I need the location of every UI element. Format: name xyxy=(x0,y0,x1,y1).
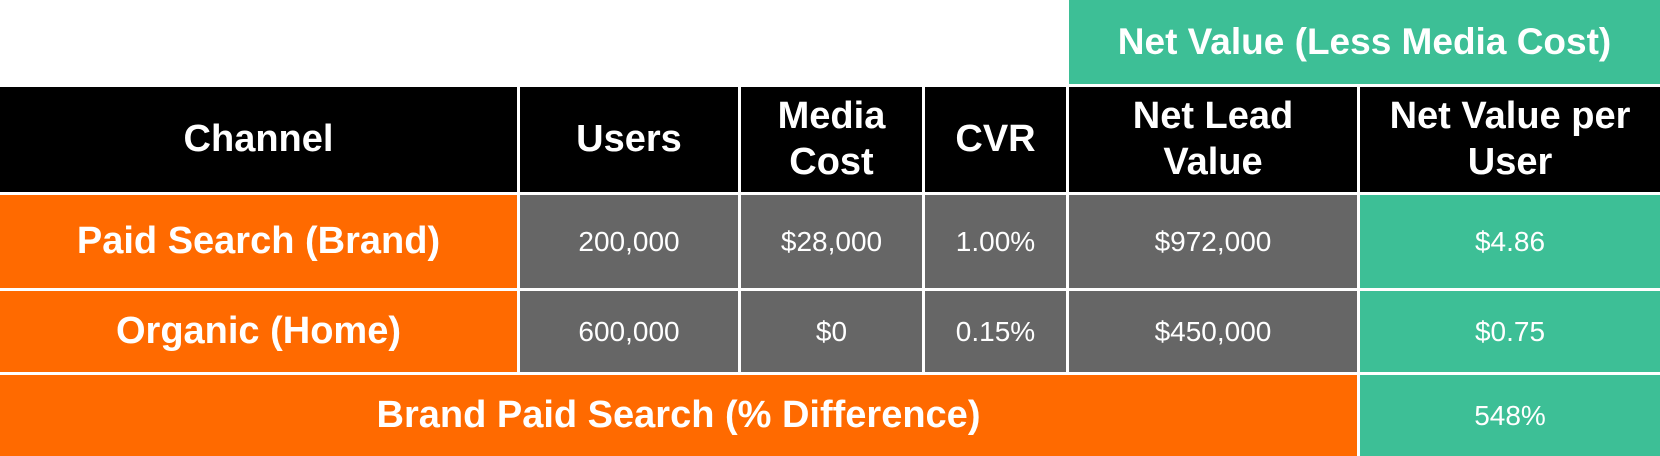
row-label: Paid Search (Brand) xyxy=(0,195,517,288)
data-cell: 0.15% xyxy=(925,291,1066,372)
result-cell: $4.86 xyxy=(1360,195,1660,288)
summary-label: Brand Paid Search (% Difference) xyxy=(0,375,1357,456)
super-header: Net Value (Less Media Cost) xyxy=(1069,0,1660,84)
header-cell: Channel xyxy=(0,87,517,192)
summary-value: 548% xyxy=(1360,375,1660,456)
data-cell: $28,000 xyxy=(741,195,922,288)
blank-cell xyxy=(0,0,517,84)
header-cell: Net Value per User xyxy=(1360,87,1660,192)
data-cell: $0 xyxy=(741,291,922,372)
header-cell: Users xyxy=(520,87,738,192)
data-cell: 200,000 xyxy=(520,195,738,288)
header-cell: CVR xyxy=(925,87,1066,192)
data-cell: 1.00% xyxy=(925,195,1066,288)
blank-cell xyxy=(925,0,1066,84)
header-cell: Net Lead Value xyxy=(1069,87,1357,192)
blank-cell xyxy=(741,0,922,84)
result-cell: $0.75 xyxy=(1360,291,1660,372)
blank-cell xyxy=(520,0,738,84)
data-cell: $450,000 xyxy=(1069,291,1357,372)
data-cell: 600,000 xyxy=(520,291,738,372)
header-cell: Media Cost xyxy=(741,87,922,192)
data-cell: $972,000 xyxy=(1069,195,1357,288)
row-label: Organic (Home) xyxy=(0,291,517,372)
